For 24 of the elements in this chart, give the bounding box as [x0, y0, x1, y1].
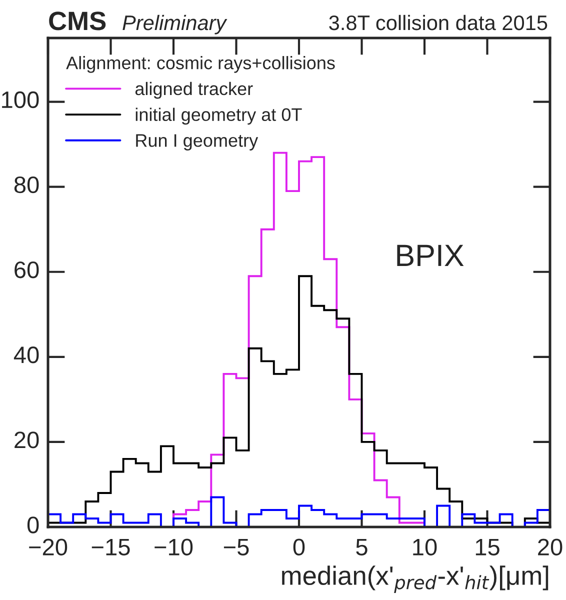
legend-label: initial geometry at 0T	[136, 108, 302, 125]
y-tick-label: 40	[14, 346, 39, 364]
x-tick-label: −15	[92, 538, 130, 556]
legend-title: Alignment: cosmic rays+collisions	[66, 56, 335, 73]
x-tick-label: −20	[29, 538, 68, 556]
legend-label: aligned tracker	[135, 82, 253, 99]
y-tick-label: 0	[27, 516, 39, 534]
chart-subtitle: Preliminary	[122, 14, 228, 34]
x-tick-label: 0	[293, 538, 305, 556]
x-axis-title: median(x'$_{pred}$-x'$_{hit}$)[μm]	[282, 566, 548, 593]
x-tick-label: 10	[413, 538, 437, 556]
annotation: BPIX	[397, 244, 464, 266]
chart-title: CMS	[49, 12, 106, 30]
x-tick-label: −10	[154, 538, 193, 556]
x-tick-label: 20	[538, 538, 562, 556]
legend-label: Run I geometry	[136, 134, 258, 150]
x-tick-label: 15	[476, 538, 500, 556]
text: 3.8T collision data 2015	[329, 14, 548, 30]
x-tick-label: −5	[224, 538, 249, 556]
y-tick-label: 100	[2, 91, 39, 108]
y-tick-label: 60	[14, 261, 39, 278]
x-tick-label: 5	[356, 538, 368, 556]
y-tick-label: 80	[14, 176, 39, 194]
y-tick-label: 20	[14, 432, 39, 448]
